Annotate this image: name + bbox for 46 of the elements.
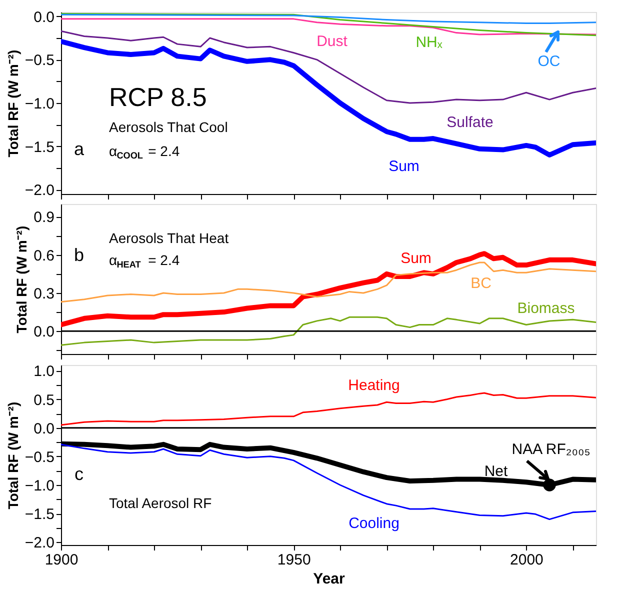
- annotation: c: [74, 464, 84, 484]
- series-label: Dust: [316, 33, 348, 50]
- y-tick-label: 0.0: [34, 324, 54, 341]
- y-tick-label: 0.6: [34, 247, 54, 264]
- series-label: Biomass: [517, 300, 575, 317]
- y-tick-label: 0.0: [34, 420, 54, 438]
- y-tick-label: 0.0: [34, 8, 54, 26]
- series-label: NHₓ: [416, 34, 442, 51]
- y-tick-label: −1.5: [24, 506, 54, 524]
- annotation: Total Aerosol RF: [109, 495, 212, 511]
- x-tick-label: 1900: [44, 552, 78, 568]
- y-tick-label: −1.0: [24, 96, 54, 112]
- y-tick-label: −0.5: [24, 52, 54, 70]
- y-axis-title: Total RF (W m⁻²): [4, 50, 21, 158]
- series-label: BC: [470, 275, 492, 292]
- legend-label: OC: [538, 53, 560, 70]
- y-tick-label: −1.5: [24, 138, 54, 156]
- y-axis-title: Total RF (W m⁻²): [14, 226, 30, 334]
- x-tick-label: 1950: [277, 552, 311, 568]
- series-label: Heating: [348, 377, 400, 394]
- x-tick-label: 2000: [510, 552, 544, 568]
- y-tick-label: −2.0: [24, 534, 54, 552]
- series-label: Sum: [400, 250, 432, 267]
- series-label: NAA RF₂₀₀₅: [512, 441, 590, 458]
- annotation: a: [74, 139, 85, 159]
- y-tick-label: 0.5: [34, 392, 54, 409]
- line-series: [61, 392, 596, 426]
- y-tick-label: −1.0: [24, 478, 54, 494]
- line-series: [61, 12, 596, 36]
- line-series: [61, 14, 596, 24]
- y-tick-label: 0.3: [34, 285, 54, 302]
- annotation: b: [74, 245, 84, 265]
- annotation: Aerosols That Cool: [109, 119, 228, 135]
- y-tick-label: 0.9: [34, 209, 54, 226]
- y-tick-label: −0.5: [24, 448, 54, 466]
- x-axis-title: Year: [313, 570, 346, 588]
- series-label: Sulfate: [446, 114, 494, 131]
- y-axis-title: Total RF (W m⁻²): [4, 402, 21, 510]
- line-series: [61, 18, 596, 36]
- annotation: Aerosols That Heat: [109, 230, 229, 246]
- annotation: RCP 8.5: [109, 82, 207, 112]
- legend-label: Net: [484, 463, 509, 480]
- series-label: Cooling: [348, 515, 400, 532]
- y-tick-label: −2.0: [24, 182, 54, 200]
- series-label: Sum: [388, 158, 420, 175]
- y-tick-label: 1.0: [34, 363, 54, 380]
